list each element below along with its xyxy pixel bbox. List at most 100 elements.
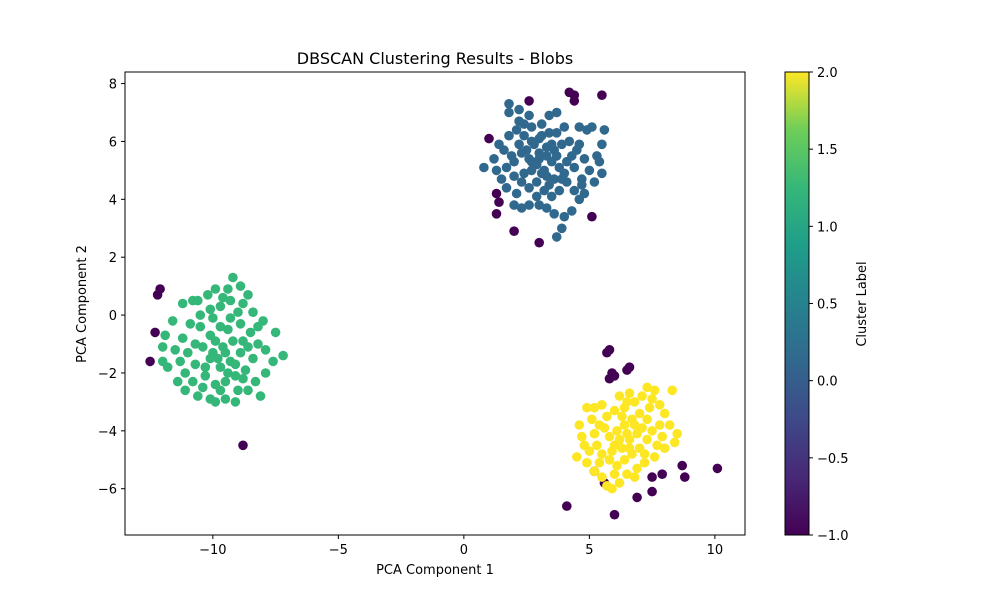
- scatter-point: [564, 136, 575, 147]
- scatter-point: [587, 414, 597, 425]
- scatter-point: [190, 359, 201, 370]
- scatter-point: [509, 171, 519, 181]
- scatter-point: [649, 452, 660, 462]
- scatter-point: [150, 327, 160, 338]
- colorbar-label: Cluster Label: [855, 261, 870, 346]
- scatter-point: [524, 96, 534, 106]
- scatter-point: [637, 423, 647, 433]
- scatter-point: [614, 434, 625, 445]
- scatter-point: [220, 347, 231, 358]
- scatter-point: [614, 478, 625, 488]
- scatter-points: [145, 87, 723, 520]
- scatter-point: [647, 472, 657, 482]
- scatter-point: [253, 339, 263, 349]
- colorbar: [784, 71, 810, 536]
- scatter-point: [205, 304, 216, 315]
- y-tick-label: 0: [109, 309, 117, 324]
- scatter-point: [639, 457, 650, 468]
- scatter-point: [531, 177, 542, 187]
- scatter-point: [604, 431, 615, 442]
- scatter-point: [597, 139, 607, 150]
- scatter-point: [526, 122, 537, 132]
- scatter-point: [569, 96, 580, 106]
- scatter-point: [554, 185, 565, 196]
- scatter-point: [167, 316, 178, 326]
- scatter-point: [504, 107, 514, 118]
- scatter-point: [519, 130, 529, 141]
- x-axis: −10 −5 0 5 10: [199, 535, 723, 558]
- scatter-point: [225, 313, 236, 323]
- scatter-point: [657, 431, 667, 442]
- scatter-point: [639, 449, 650, 459]
- scatter-point: [589, 177, 600, 187]
- scatter-point: [220, 376, 231, 387]
- colorbar-axis: −1.0 −0.5 0.0 0.5 1.0 1.5 2.0: [809, 66, 849, 544]
- scatter-point: [647, 394, 657, 404]
- scatter-point: [541, 151, 552, 161]
- scatter-point: [180, 368, 190, 378]
- scatter-point: [193, 295, 203, 306]
- scatter-point: [218, 292, 228, 303]
- scatter-point: [180, 385, 190, 396]
- y-tick-label: 4: [109, 193, 117, 208]
- scatter-point: [529, 139, 539, 150]
- scatter-point: [712, 463, 723, 474]
- scatter-point: [657, 469, 667, 480]
- scatter-point: [534, 200, 544, 210]
- scatter-point: [531, 191, 542, 202]
- scatter-point: [238, 373, 248, 384]
- colorbar-tick-label: 0.5: [817, 298, 838, 313]
- scatter-point: [559, 211, 570, 222]
- scatter-point: [609, 371, 620, 381]
- scatter-point: [551, 107, 562, 118]
- scatter-point: [634, 408, 645, 419]
- scatter-point: [587, 122, 597, 132]
- scatter-point: [524, 183, 534, 193]
- scatter-point: [654, 420, 665, 430]
- scatter-point: [624, 388, 635, 399]
- scatter-point: [637, 391, 647, 401]
- y-tick-label: −6: [98, 483, 117, 498]
- scatter-point: [551, 128, 562, 138]
- scatter-point: [215, 385, 226, 396]
- scatter-point: [551, 151, 562, 161]
- scatter-point: [238, 298, 248, 309]
- scatter-point: [536, 168, 547, 179]
- scatter-point: [200, 362, 211, 373]
- scatter-point: [592, 440, 602, 451]
- scatter-point: [516, 177, 527, 187]
- scatter-point: [546, 191, 557, 202]
- scatter-point: [629, 397, 640, 407]
- y-tick-label: −2: [98, 367, 117, 382]
- scatter-point: [496, 174, 507, 184]
- scatter-point: [225, 295, 236, 306]
- scatter-point: [624, 443, 635, 454]
- scatter-point: [622, 397, 632, 407]
- scatter-point: [516, 203, 527, 213]
- scatter-point: [574, 122, 585, 132]
- scatter-point: [569, 185, 580, 196]
- scatter-point: [619, 420, 630, 430]
- scatter-point: [243, 342, 253, 352]
- scatter-point: [215, 301, 226, 312]
- scatter-point: [175, 356, 185, 367]
- scatter-point: [494, 197, 504, 207]
- scatter-point: [589, 428, 600, 439]
- scatter-point: [609, 469, 620, 480]
- scatter-point: [619, 455, 630, 465]
- scatter-point: [177, 298, 188, 309]
- x-tick-label: −10: [199, 543, 226, 558]
- scatter-point: [549, 209, 559, 219]
- scatter-point: [597, 472, 607, 482]
- colorbar-tick-label: 2.0: [817, 66, 838, 81]
- scatter-point: [230, 397, 241, 407]
- x-tick-label: 5: [585, 543, 593, 558]
- scatter-point: [534, 154, 544, 164]
- scatter-point: [203, 290, 213, 300]
- scatter-point: [223, 368, 233, 378]
- scatter-point: [195, 321, 206, 332]
- scatter-point: [629, 472, 640, 482]
- scatter-point: [677, 460, 687, 471]
- x-axis-label: PCA Component 1: [376, 563, 494, 578]
- scatter-point: [659, 443, 670, 454]
